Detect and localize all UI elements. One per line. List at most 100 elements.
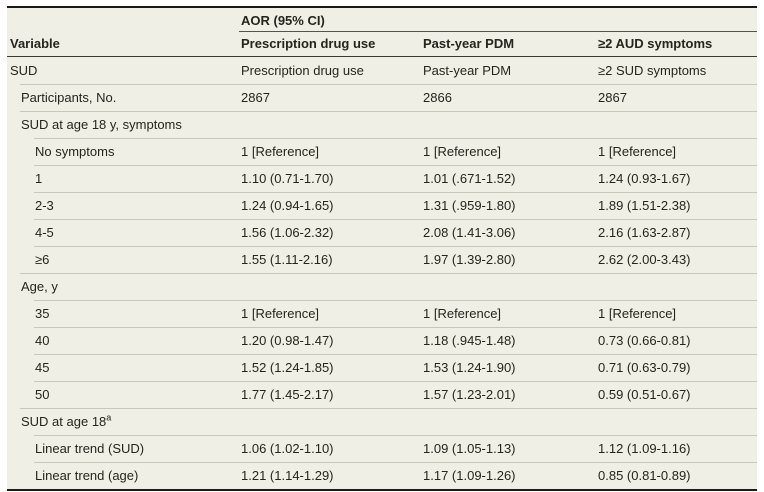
table-row: 35 1 [Reference] 1 [Reference] 1 [Reference… (7, 300, 757, 327)
footnote-marker: a (106, 412, 112, 423)
value-cell: 1.17 (1.09-1.26) (423, 468, 516, 483)
row-label: 40 (7, 327, 239, 354)
table-row: 40 1.20 (0.98-1.47) 1.18 (.945-1.48) 0.73 (… (7, 327, 757, 354)
value-cell: 1.20 (0.98-1.47) (241, 333, 334, 348)
table-body: SUD Prescription drug use Past-year PDM ≥2 … (7, 57, 757, 489)
value-cell (421, 111, 596, 138)
table-row: Linear trend (age) 1.21 (1.14-1.29) 1.17 (… (7, 462, 757, 489)
row-label-text: 2-3 (35, 198, 54, 213)
row-label-text: SUD (10, 63, 38, 78)
table-row: 1 1.10 (0.71-1.70) 1.01 (.671-1.52) 1.24 (0… (7, 165, 757, 192)
column-header-past-year-pdm: Past-year PDM (423, 36, 515, 51)
value-cell: 1.52 (1.24-1.85) (241, 360, 334, 375)
row-label: Participants, No. (7, 84, 239, 111)
row-label: 45 (7, 354, 239, 381)
row-label: 35 (7, 300, 239, 327)
column-group-header: AOR (95% CI) (241, 13, 325, 28)
value-cell: 2867 (241, 90, 270, 105)
row-label-text: SUD at age 18 y, symptoms (21, 117, 182, 132)
row-label-text: 1 (35, 171, 43, 186)
row-label: Linear trend (age) (7, 462, 239, 489)
value-cell: 1.24 (0.93-1.67) (598, 171, 691, 186)
value-cell: 1.12 (1.09-1.16) (598, 441, 691, 456)
value-cell: 1.24 (0.94-1.65) (241, 198, 334, 213)
value-cell: 1.10 (0.71-1.70) (241, 171, 334, 186)
row-label-text: SUD at age 18 (21, 414, 107, 429)
value-cell: 1.53 (1.24-1.90) (423, 360, 516, 375)
row-label-text: No symptoms (35, 144, 115, 159)
table-row: ≥6 1.55 (1.11-2.16) 1.97 (1.39-2.80) 2.62 (… (7, 246, 757, 273)
row-label-text: 35 (35, 306, 50, 321)
table-row: SUD at age 18a (7, 408, 757, 435)
table-row: 45 1.52 (1.24-1.85) 1.53 (1.24-1.90) 0.71 (… (7, 354, 757, 381)
row-label-text: 4-5 (35, 225, 54, 240)
row-label-text: Linear trend (age) (35, 468, 139, 483)
table-row: SUD at age 18 y, symptoms (7, 111, 757, 138)
value-cell: 0.59 (0.51-0.67) (598, 387, 691, 402)
row-label: ≥6 (7, 246, 239, 273)
value-cell (239, 273, 421, 300)
value-cell (596, 111, 757, 138)
value-cell: 2866 (423, 90, 452, 105)
value-cell: 1.01 (.671-1.52) (423, 171, 516, 186)
value-cell: 1.89 (1.51-2.38) (598, 198, 691, 213)
value-cell: 1.77 (1.45-2.17) (241, 387, 334, 402)
table-row: No symptoms 1 [Reference] 1 [Reference] 1 [… (7, 138, 757, 165)
value-cell: 1.97 (1.39-2.80) (423, 252, 516, 267)
row-label: Linear trend (SUD) (7, 435, 239, 462)
row-label-text: Age, y (21, 279, 58, 294)
row-label: No symptoms (7, 138, 239, 165)
row-label: 1 (7, 165, 239, 192)
section-label: SUD at age 18a (7, 408, 239, 435)
value-cell: 0.85 (0.81-0.89) (598, 468, 691, 483)
value-cell: ≥2 SUD symptoms (598, 63, 707, 78)
value-cell (421, 273, 596, 300)
section-label: Age, y (7, 273, 239, 300)
table-row: 4-5 1.56 (1.06-2.32) 2.08 (1.41-3.06) 2.16 … (7, 219, 757, 246)
row-label-text: ≥6 (35, 252, 50, 267)
value-cell: 1 [Reference] (598, 306, 677, 321)
value-cell: 0.71 (0.63-0.79) (598, 360, 691, 375)
row-label-text: Participants, No. (21, 90, 117, 105)
value-cell (596, 408, 757, 435)
value-cell: 1 [Reference] (241, 144, 320, 159)
table-row: Age, y (7, 273, 757, 300)
row-label: 4-5 (7, 219, 239, 246)
value-cell: Prescription drug use (241, 63, 364, 78)
value-cell: 1.18 (.945-1.48) (423, 333, 516, 348)
column-header-variable: Variable (10, 36, 60, 51)
value-cell: 1.57 (1.23-2.01) (423, 387, 516, 402)
row-label-text: Linear trend (SUD) (35, 441, 145, 456)
value-cell: 1 [Reference] (598, 144, 677, 159)
value-cell: 2.62 (2.00-3.43) (598, 252, 691, 267)
row-label-text: 45 (35, 360, 50, 375)
value-cell: 2.16 (1.63-2.87) (598, 225, 691, 240)
value-cell (239, 408, 421, 435)
column-header-row: Variable Prescription drug use Past-year… (7, 32, 757, 57)
table-row: Linear trend (SUD) 1.06 (1.02-1.10) 1.09 (… (7, 435, 757, 462)
value-cell: 1.09 (1.05-1.13) (423, 441, 516, 456)
value-cell: 1.55 (1.11-2.16) (241, 252, 333, 267)
table-row: SUD Prescription drug use Past-year PDM ≥2 … (7, 57, 757, 84)
value-cell (421, 408, 596, 435)
value-cell: 2.08 (1.41-3.06) (423, 225, 516, 240)
table-row: 50 1.77 (1.45-2.17) 1.57 (1.23-2.01) 0.59 (… (7, 381, 757, 408)
value-cell: 1.56 (1.06-2.32) (241, 225, 334, 240)
value-cell: 1 [Reference] (423, 306, 502, 321)
column-header-prescription-drug-use: Prescription drug use (241, 36, 376, 51)
value-cell (239, 111, 421, 138)
value-cell: 0.73 (0.66-0.81) (598, 333, 691, 348)
value-cell: 1 [Reference] (241, 306, 320, 321)
value-cell: 1.21 (1.14-1.29) (241, 468, 334, 483)
row-label: 50 (7, 381, 239, 408)
row-label-text: 50 (35, 387, 50, 402)
value-cell: 1.06 (1.02-1.10) (241, 441, 334, 456)
row-label: 2-3 (7, 192, 239, 219)
value-cell: 1 [Reference] (423, 144, 502, 159)
section-label: SUD at age 18 y, symptoms (7, 111, 239, 138)
value-cell: 1.31 (.959-1.80) (423, 198, 516, 213)
row-label-text: 40 (35, 333, 50, 348)
value-cell: Past-year PDM (423, 63, 512, 78)
statistical-results-table: AOR (95% CI) Variable Prescription drug … (7, 6, 757, 491)
table-row: 2-3 1.24 (0.94-1.65) 1.31 (.959-1.80) 1.89 … (7, 192, 757, 219)
